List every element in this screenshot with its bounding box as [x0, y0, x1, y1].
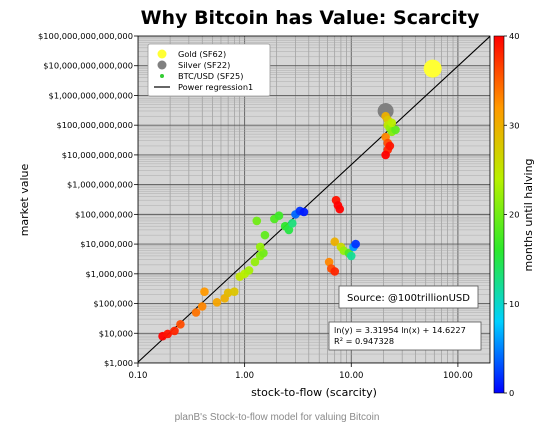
legend-label: BTC/USD (SF25) — [178, 71, 243, 81]
btc-usd-sf25-point — [391, 125, 400, 135]
colorbar: 0 10 20 30 40 — [493, 31, 520, 398]
btc-usd-sf25-point — [191, 308, 201, 317]
x-tick-label: 10.00 — [339, 371, 363, 381]
regression-layer — [138, 36, 490, 363]
btc-usd-sf25-point — [385, 141, 395, 151]
source-box — [338, 285, 479, 309]
btc-usd-sf25-point — [244, 266, 254, 275]
y-axis-ticks: $1,000 $10,000 $100,000 $1,000,000 $10,000,0… — [38, 31, 138, 368]
legend-label: Power regression1 — [178, 82, 253, 92]
btc-usd-sf25-point — [274, 211, 284, 221]
chart-title: Why Bitcoin has Value: Scarcity — [141, 7, 480, 29]
btc-usd-sf25-point — [330, 237, 340, 247]
btc-usd-sf25-point — [330, 267, 340, 276]
btc-usd-sf25-point — [299, 207, 309, 217]
colorbar-scale — [493, 35, 505, 394]
x-tick-label: 100.00 — [443, 371, 473, 381]
x-axis-label: stock-to-flow (scarcity) — [251, 386, 377, 399]
y-tick-label: $10,000,000,000,000 — [43, 61, 133, 71]
plot-frame — [137, 35, 491, 364]
btc-usd-sf25-point — [200, 287, 209, 297]
btc-usd-sf25-point — [252, 216, 262, 226]
btc-usd-sf25-point — [335, 204, 345, 214]
legend-marker — [160, 74, 164, 78]
btc-usd-sf25-point — [176, 320, 185, 329]
y-tick-label: $1,000,000 — [85, 269, 133, 279]
source-annotation: Source: @100trillionUSD — [347, 293, 470, 304]
gold-sf62-point — [423, 59, 442, 78]
x-tick-label: 0.10 — [129, 371, 148, 381]
colorbar-tick-label: 30 — [509, 120, 520, 130]
btc-usd-sf25-point — [255, 242, 265, 252]
y-tick-label: $100,000 — [93, 299, 133, 309]
btc-usd-sf25-point — [170, 326, 179, 336]
formula-line-2: R² = 0.947328 — [334, 336, 394, 346]
btc-usd-sf25-point — [324, 257, 334, 267]
btc-usd-sf25-point — [212, 298, 222, 307]
chart-svg: Why Bitcoin has Value: Scarcity 0.10 1.00… — [18, 7, 535, 399]
legend-label: Silver (SF22) — [178, 60, 230, 70]
colorbar-label: months until halving — [522, 158, 535, 271]
colorbar-tick-label: 0 — [509, 388, 514, 398]
y-tick-label: $10,000,000,000 — [62, 150, 133, 160]
btc-usd-sf25-point — [387, 118, 397, 128]
colorbar-tick-label: 20 — [509, 210, 520, 220]
x-axis-ticks: 0.10 1.00 10.00 100.00 — [129, 363, 473, 381]
formula-box — [328, 321, 482, 351]
btc-usd-sf25-point — [381, 150, 390, 160]
y-tick-label: $100,000,000 — [75, 209, 133, 219]
y-tick-label: $100,000,000,000 — [56, 120, 133, 130]
btc-usd-sf25-point — [351, 239, 360, 249]
btc-usd-sf25-point — [229, 287, 239, 297]
legend-box — [147, 43, 271, 97]
formula-line-1: ln(y) = 3.31954 ln(x) + 14.6227 — [334, 325, 466, 335]
y-tick-label: $10,000,000 — [80, 239, 133, 249]
btc-usd-sf25-point — [288, 219, 297, 228]
points-layer — [158, 59, 442, 341]
colorbar-tick-label: 40 — [509, 31, 520, 41]
legend-marker — [157, 60, 167, 70]
y-tick-label: $1,000 — [104, 358, 133, 368]
y-tick-label: $1,000,000,000,000 — [49, 90, 133, 100]
y-tick-label: $1,000,000,000 — [67, 180, 133, 190]
btc-usd-sf25-point — [284, 225, 294, 235]
figure-caption: planB's Stock-to-flow model for valuing … — [174, 412, 380, 423]
btc-usd-sf25-point — [346, 251, 356, 261]
btc-usd-sf25-point — [197, 302, 207, 311]
btc-usd-sf25-point — [250, 257, 260, 267]
regression-line — [138, 36, 490, 363]
legend-label: Gold (SF62) — [178, 49, 226, 59]
colorbar-tick-label: 10 — [509, 299, 520, 309]
legend: Gold (SF62)Silver (SF22)BTC/USD (SF25)Po… — [147, 43, 271, 97]
annotations: Source: @100trillionUSD ln(y) = 3.31954 … — [328, 285, 482, 351]
btc-usd-sf25-point — [260, 230, 270, 240]
btc-usd-sf25-point — [163, 329, 173, 339]
legend-marker — [157, 49, 167, 59]
x-tick-label: 1.00 — [235, 371, 254, 381]
y-axis-label: market value — [18, 163, 31, 236]
y-tick-label: $100,000,000,000,000 — [38, 31, 133, 41]
y-tick-label: $10,000 — [99, 328, 133, 338]
stock-to-flow-figure: Why Bitcoin has Value: Scarcity 0.10 1.00… — [18, 7, 535, 399]
